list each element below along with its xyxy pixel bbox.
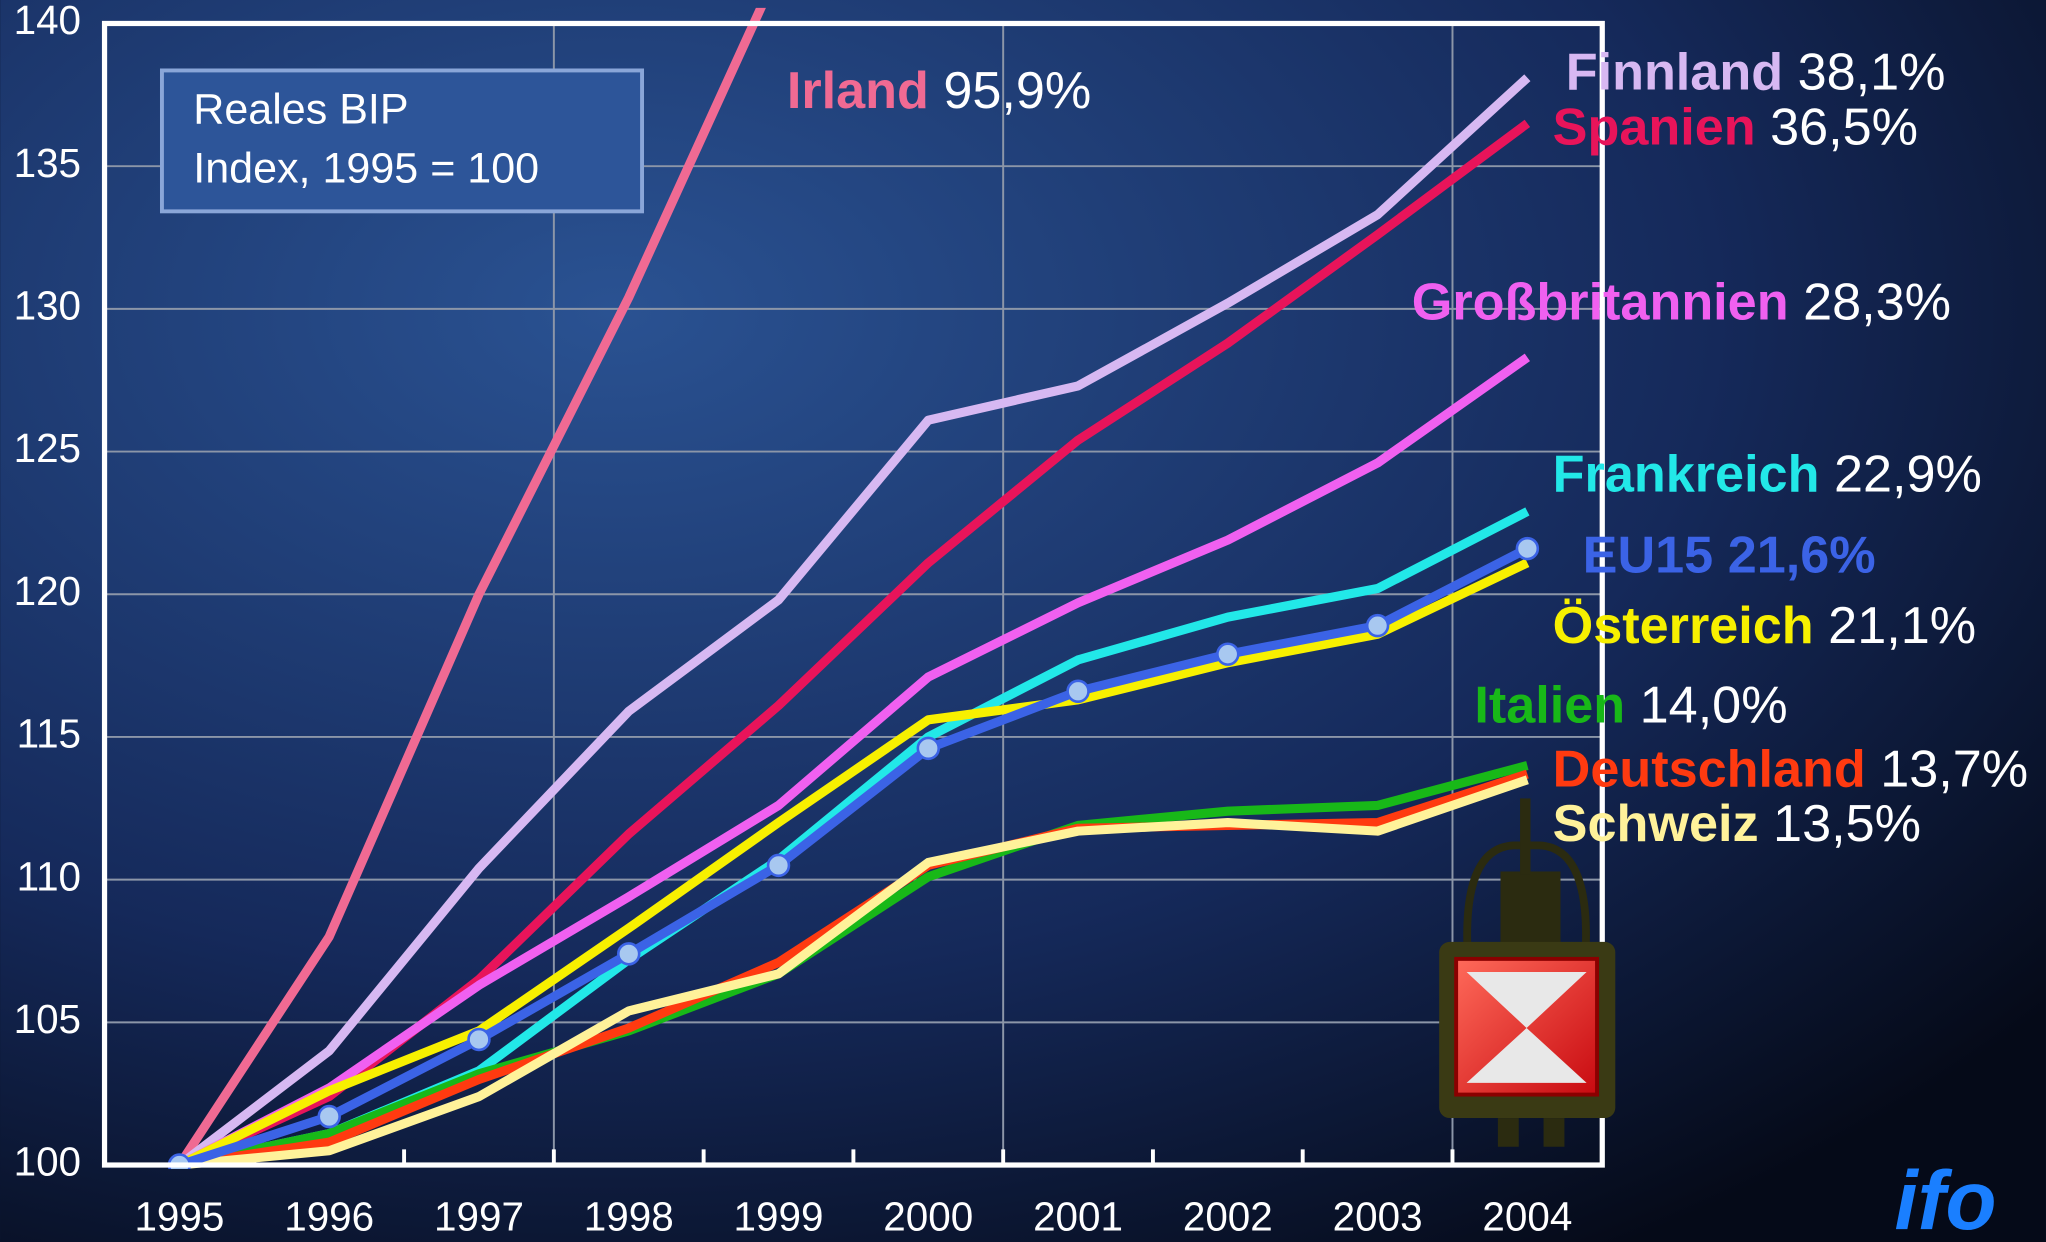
y-tick-label: 105 bbox=[14, 996, 81, 1042]
x-tick-label: 1996 bbox=[284, 1194, 374, 1240]
series-label: Großbritannien 28,3% bbox=[1412, 273, 1951, 331]
annotation: Index, 1995 = 100 bbox=[193, 144, 539, 192]
growth-label: 36,5% bbox=[1770, 98, 1918, 156]
annotation: Reales BIP bbox=[193, 86, 408, 134]
logo: ifo bbox=[1894, 1153, 1996, 1242]
series-name: Irland bbox=[787, 62, 929, 120]
growth-label: 14,0% bbox=[1640, 676, 1788, 734]
point bbox=[1217, 644, 1238, 665]
point bbox=[768, 855, 789, 876]
y-tick-label: 115 bbox=[17, 711, 81, 757]
x-tick-label: 2003 bbox=[1333, 1194, 1423, 1240]
point bbox=[1367, 615, 1388, 636]
growth-label: 21,6% bbox=[1728, 526, 1876, 584]
x-tick-label: 1995 bbox=[134, 1194, 224, 1240]
x-tick-label: 2001 bbox=[1033, 1194, 1123, 1240]
growth-label: 38,1% bbox=[1798, 43, 1946, 101]
series-label: Frankreich 22,9% bbox=[1553, 445, 1982, 503]
y-tick-label: 125 bbox=[14, 425, 81, 471]
point bbox=[1068, 681, 1089, 702]
series-name: Großbritannien bbox=[1412, 273, 1789, 331]
point bbox=[1517, 538, 1538, 559]
point bbox=[469, 1029, 490, 1050]
x-tick-label: 1998 bbox=[584, 1194, 674, 1240]
y-tick-label: 135 bbox=[14, 140, 81, 186]
series-name: Deutschland bbox=[1553, 740, 1866, 798]
y-tick-label: 120 bbox=[14, 568, 81, 614]
y-tick-label: 130 bbox=[14, 283, 81, 329]
growth-label: 13,7% bbox=[1880, 740, 2028, 798]
y-tick-label: 110 bbox=[17, 853, 81, 899]
point bbox=[319, 1106, 340, 1127]
series-label: Schweiz 13,5% bbox=[1553, 795, 1921, 853]
series-label: Deutschland 13,7% bbox=[1553, 740, 2029, 798]
series-label: Irland 95,9% bbox=[787, 62, 1091, 120]
x-tick-label: 2004 bbox=[1482, 1194, 1572, 1240]
series-name: Finnland bbox=[1566, 43, 1783, 101]
series-name: Österreich bbox=[1553, 597, 1814, 655]
point bbox=[918, 738, 939, 759]
series-name: Spanien bbox=[1553, 98, 1756, 156]
series-name: Frankreich bbox=[1553, 445, 1820, 503]
series-name: EU15 bbox=[1583, 526, 1714, 584]
point bbox=[618, 943, 639, 964]
growth-label: 95,9% bbox=[943, 62, 1091, 120]
x-tick-label: 1997 bbox=[434, 1194, 524, 1240]
growth-label: 22,9% bbox=[1834, 445, 1982, 503]
series-label: Spanien 36,5% bbox=[1553, 98, 1918, 156]
series-label: Finnland 38,1% bbox=[1566, 43, 1946, 101]
growth-label: 28,3% bbox=[1803, 273, 1951, 331]
page: {"chart_data": {"type": "line", "annotat… bbox=[0, 0, 2046, 1242]
series-name: Italien bbox=[1474, 676, 1625, 734]
series-label: Italien 14,0% bbox=[1474, 676, 1787, 734]
y-tick-label: 100 bbox=[14, 1139, 81, 1185]
growth-label: 21,1% bbox=[1828, 597, 1976, 655]
growth-label: 13,5% bbox=[1773, 795, 1921, 853]
x-tick-label: 2002 bbox=[1183, 1194, 1273, 1240]
series-name: Schweiz bbox=[1553, 795, 1759, 853]
y-tick-label: 140 bbox=[14, 0, 81, 43]
x-tick-label: 2000 bbox=[883, 1194, 973, 1240]
series-label: EU15 21,6% bbox=[1583, 526, 1876, 584]
chart: Reales BIP Index, 1995 = 100 ifo 100 105 1… bbox=[0, 0, 2046, 1242]
x-tick-label: 1999 bbox=[734, 1194, 824, 1240]
series-label: Österreich 21,1% bbox=[1553, 597, 1976, 655]
